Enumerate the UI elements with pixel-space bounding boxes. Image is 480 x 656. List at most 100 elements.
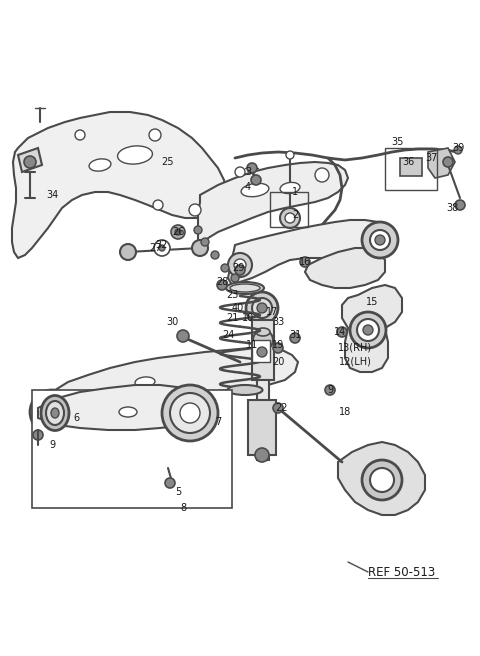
Bar: [248, 400, 276, 455]
Circle shape: [165, 478, 175, 488]
Circle shape: [362, 222, 398, 258]
Ellipse shape: [135, 377, 155, 387]
Text: 11: 11: [246, 340, 258, 350]
Circle shape: [357, 319, 379, 341]
Text: 35: 35: [392, 137, 404, 147]
Text: 32: 32: [156, 240, 168, 250]
Circle shape: [46, 406, 58, 418]
Circle shape: [194, 226, 202, 234]
Circle shape: [170, 393, 210, 433]
Circle shape: [273, 403, 283, 413]
Circle shape: [300, 257, 310, 267]
Circle shape: [253, 330, 273, 350]
Ellipse shape: [118, 146, 153, 164]
Circle shape: [370, 468, 394, 492]
Text: 10: 10: [242, 313, 254, 323]
Bar: [385, 148, 437, 190]
Text: 16: 16: [299, 257, 311, 267]
Text: 21: 21: [226, 313, 238, 323]
Text: 39: 39: [452, 143, 464, 153]
Bar: [400, 158, 422, 176]
Circle shape: [221, 264, 229, 272]
Ellipse shape: [51, 408, 59, 418]
Circle shape: [315, 168, 329, 182]
Circle shape: [273, 343, 283, 353]
Ellipse shape: [119, 407, 137, 417]
Ellipse shape: [41, 396, 69, 430]
Circle shape: [192, 240, 208, 256]
Circle shape: [153, 200, 163, 210]
Circle shape: [189, 204, 201, 216]
Text: 22: 22: [276, 403, 288, 413]
Text: 18: 18: [339, 407, 351, 417]
Polygon shape: [342, 285, 402, 372]
Text: 1: 1: [292, 187, 298, 197]
Circle shape: [362, 460, 402, 500]
Text: 20: 20: [272, 357, 284, 367]
Circle shape: [290, 333, 300, 343]
Ellipse shape: [46, 401, 64, 425]
Text: 29: 29: [232, 263, 244, 273]
Text: 40: 40: [232, 303, 244, 313]
Text: 26: 26: [172, 227, 184, 237]
Circle shape: [257, 347, 267, 357]
Circle shape: [235, 167, 245, 177]
Text: 17: 17: [266, 307, 278, 317]
Ellipse shape: [230, 284, 260, 292]
Text: 9: 9: [49, 440, 55, 450]
Bar: [257, 380, 269, 460]
Ellipse shape: [280, 182, 300, 194]
Circle shape: [443, 157, 453, 167]
Bar: [252, 340, 270, 362]
Ellipse shape: [226, 282, 264, 294]
Circle shape: [38, 398, 66, 426]
Circle shape: [177, 330, 189, 342]
Text: 2: 2: [292, 210, 298, 220]
Circle shape: [257, 303, 267, 313]
Text: 19: 19: [272, 340, 284, 350]
Text: 36: 36: [402, 157, 414, 167]
Text: 31: 31: [289, 330, 301, 340]
Circle shape: [255, 448, 269, 462]
Text: 38: 38: [446, 203, 458, 213]
Text: 15: 15: [366, 297, 378, 307]
Circle shape: [454, 146, 462, 154]
Text: 3: 3: [245, 167, 251, 177]
Text: 5: 5: [175, 487, 181, 497]
Circle shape: [280, 208, 300, 228]
Circle shape: [246, 292, 278, 324]
Circle shape: [375, 235, 385, 245]
Polygon shape: [38, 348, 298, 442]
Ellipse shape: [256, 328, 270, 336]
Circle shape: [285, 213, 295, 223]
Text: REF 50-513: REF 50-513: [368, 565, 435, 579]
Polygon shape: [305, 248, 385, 288]
Circle shape: [234, 259, 246, 271]
Text: 7: 7: [215, 417, 221, 427]
Text: 6: 6: [73, 413, 79, 423]
Polygon shape: [228, 220, 395, 285]
Circle shape: [350, 312, 386, 348]
Circle shape: [24, 156, 36, 168]
Circle shape: [180, 403, 200, 423]
Circle shape: [75, 130, 85, 140]
Polygon shape: [12, 112, 226, 258]
Circle shape: [252, 298, 272, 318]
Text: 33: 33: [272, 317, 284, 327]
Circle shape: [171, 225, 185, 239]
Circle shape: [455, 200, 465, 210]
Bar: [32, 390, 232, 508]
Circle shape: [33, 430, 43, 440]
Text: 24: 24: [222, 330, 234, 340]
Ellipse shape: [241, 183, 269, 197]
Circle shape: [201, 238, 209, 246]
Polygon shape: [18, 148, 42, 172]
Polygon shape: [198, 162, 348, 248]
Bar: [270, 192, 308, 227]
Circle shape: [159, 245, 165, 251]
Polygon shape: [338, 442, 425, 515]
Circle shape: [162, 385, 218, 441]
Circle shape: [363, 325, 373, 335]
Text: 13(RH): 13(RH): [338, 343, 372, 353]
Circle shape: [231, 274, 239, 282]
